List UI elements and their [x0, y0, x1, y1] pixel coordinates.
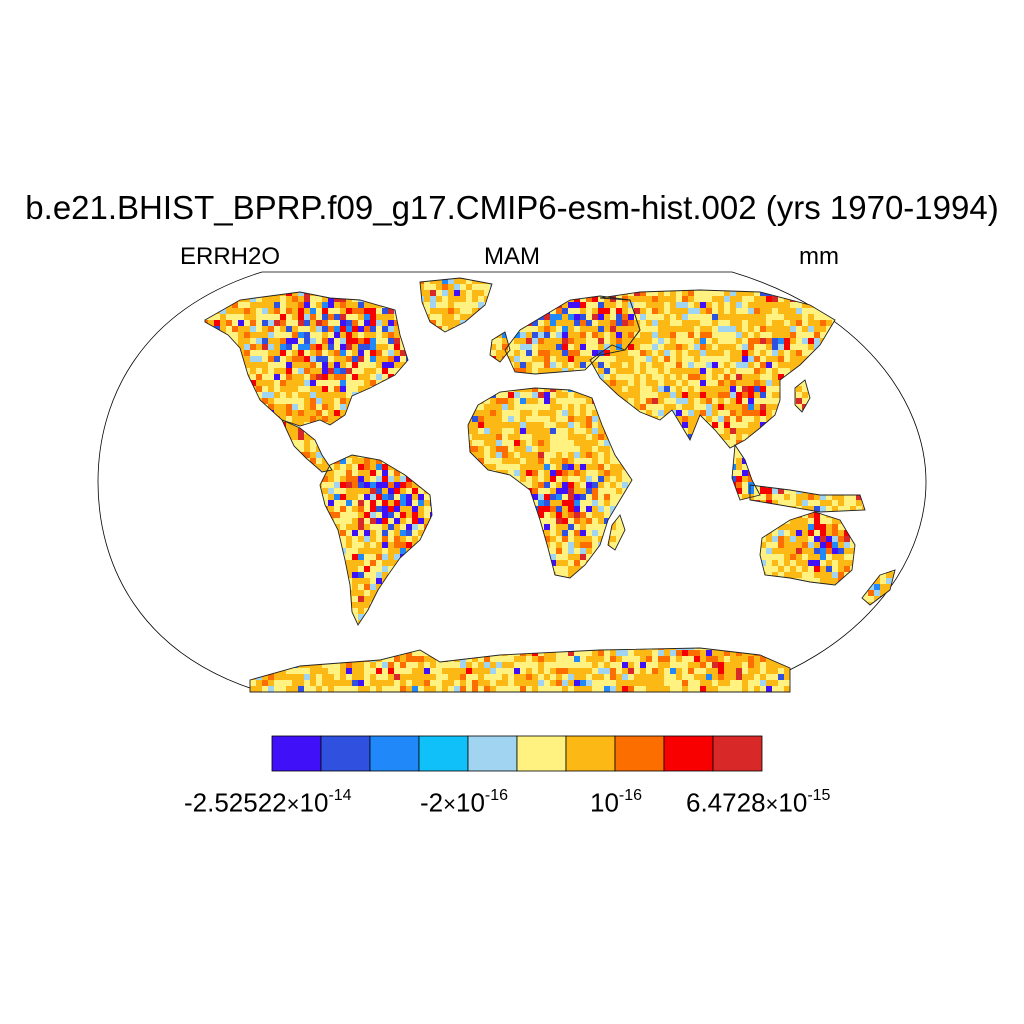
colorbar	[271, 735, 763, 772]
colorbar-label-max: 6.4728×10-15	[686, 787, 831, 818]
units-label: mm	[799, 243, 839, 270]
colorbar-label-2: -2×10-16	[420, 787, 509, 818]
coastline	[319, 454, 433, 626]
variable-label: ERRH2O	[180, 243, 281, 270]
colorbar-label-3: 10-16	[590, 787, 643, 818]
colorbar-swatch	[663, 735, 714, 772]
coastline	[749, 484, 866, 513]
coastline	[589, 289, 836, 449]
coastline	[204, 291, 409, 427]
coastline	[731, 443, 761, 501]
coastline	[281, 419, 333, 473]
colorbar-swatch	[418, 735, 469, 772]
colorbar-swatch	[467, 735, 518, 772]
coastline	[607, 514, 626, 551]
plot-title: b.e21.BHIST_BPRP.f09_g17.CMIP6-esm-hist.…	[25, 189, 999, 226]
colorbar-label-min: -2.52522×10-14	[184, 787, 352, 818]
coastline	[794, 379, 811, 413]
coastline	[759, 511, 856, 586]
colorbar-swatch	[271, 735, 322, 772]
colorbar-swatch	[712, 735, 763, 772]
season-label: MAM	[484, 243, 540, 270]
coastline	[489, 331, 511, 363]
coastline	[467, 387, 633, 579]
colorbar-swatch	[516, 735, 567, 772]
coastline	[249, 647, 791, 693]
coastlines	[204, 277, 896, 693]
coastline	[861, 569, 896, 606]
colorbar-swatch	[614, 735, 665, 772]
colorbar-swatch	[320, 735, 371, 772]
coastline	[419, 277, 493, 333]
colorbar-swatch	[369, 735, 420, 772]
colorbar-swatch	[565, 735, 616, 772]
